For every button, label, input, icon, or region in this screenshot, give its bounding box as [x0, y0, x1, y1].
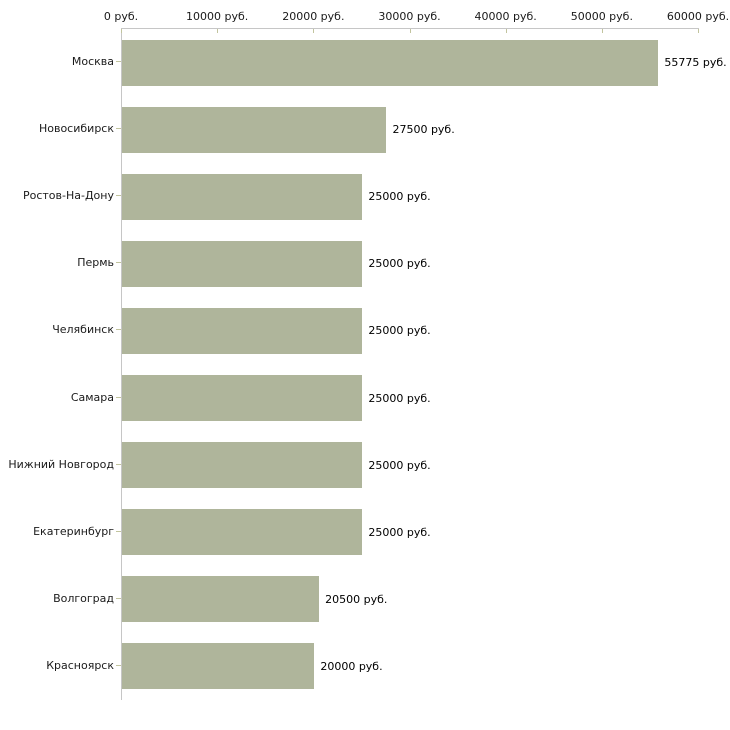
category-row: Москва	[0, 28, 121, 95]
y-axis-tick-mark	[116, 597, 121, 599]
bar	[122, 576, 320, 623]
category-label: Самара	[70, 390, 114, 404]
x-axis-tick-label: 40000 руб.	[474, 10, 537, 23]
category-row: Самара	[0, 363, 121, 430]
x-axis-tick-mark	[121, 29, 122, 33]
value-label: 25000 руб.	[368, 391, 431, 405]
value-label: 20000 руб.	[320, 659, 383, 673]
x-axis-tick-mark	[313, 29, 315, 33]
x-axis-tick-label: 10000 руб.	[186, 10, 249, 23]
value-label: 25000 руб.	[368, 257, 431, 271]
bar	[122, 240, 363, 287]
category-label: Новосибирск	[38, 122, 114, 136]
category-row: Челябинск	[0, 296, 121, 363]
y-axis-tick-mark	[116, 463, 121, 465]
bar-row: 55775 руб.	[122, 29, 727, 96]
bar	[122, 509, 363, 556]
bar	[122, 307, 363, 354]
y-axis-tick-mark	[116, 61, 121, 63]
x-axis-tick-mark	[505, 29, 507, 33]
x-axis-tick-mark	[698, 29, 699, 33]
category-row: Красноярск	[0, 632, 121, 699]
bar	[122, 643, 315, 690]
category-row: Екатеринбург	[0, 498, 121, 565]
bar	[122, 173, 363, 220]
x-axis-tick-label: 60000 руб.	[666, 10, 730, 23]
value-label: 20500 руб.	[325, 592, 388, 606]
value-label: 25000 руб.	[368, 525, 431, 539]
bar-row: 25000 руб.	[122, 432, 699, 499]
y-axis: Москва Новосибирск Ростов-На-Дону Пермь Челя…	[0, 28, 121, 699]
bar	[122, 442, 363, 489]
y-axis-tick-mark	[116, 530, 121, 532]
x-axis-tick-label: 20000 руб.	[282, 10, 345, 23]
bar-row: 25000 руб.	[122, 297, 699, 364]
category-label: Пермь	[77, 256, 114, 270]
value-label: 25000 руб.	[368, 458, 431, 472]
x-axis-tick-label: 50000 руб.	[570, 10, 633, 23]
x-axis-tick-label: 30000 руб.	[378, 10, 441, 23]
plot-area: 55775 руб. 27500 руб. 25000 руб. 25000 руб.…	[121, 28, 727, 700]
category-label: Ростов-На-Дону	[22, 189, 114, 203]
bar-row: 27500 руб.	[122, 96, 699, 163]
category-row: Волгоград	[0, 565, 121, 632]
x-axis-tick-mark	[217, 29, 219, 33]
bar-row: 25000 руб.	[122, 364, 699, 431]
y-axis-tick-mark	[116, 262, 121, 264]
category-row: Нижний Новгород	[0, 431, 121, 498]
bar-row: 20000 руб.	[122, 633, 699, 700]
category-label: Екатеринбург	[33, 524, 114, 538]
bar-row: 20500 руб.	[122, 566, 699, 633]
bar	[122, 106, 387, 153]
bar-row: 25000 руб.	[122, 163, 699, 230]
category-row: Пермь	[0, 229, 121, 296]
bar-row: 25000 руб.	[122, 230, 699, 297]
category-label: Москва	[71, 55, 114, 69]
y-axis-tick-mark	[116, 396, 121, 398]
bar-row: 25000 руб.	[122, 499, 699, 566]
category-label: Волгоград	[53, 591, 114, 605]
value-label: 25000 руб.	[368, 324, 431, 338]
category-row: Новосибирск	[0, 95, 121, 162]
category-row: Ростов-На-Дону	[0, 162, 121, 229]
y-axis-tick-mark	[116, 128, 121, 130]
value-label: 55775 руб.	[664, 56, 727, 70]
value-label: 27500 руб.	[392, 123, 455, 137]
x-axis-tick-label: 0 руб.	[103, 10, 139, 23]
value-label: 25000 руб.	[368, 190, 431, 204]
category-label: Челябинск	[52, 323, 114, 337]
y-axis-tick-mark	[116, 195, 121, 197]
x-axis-tick-mark	[409, 29, 411, 33]
category-label: Красноярск	[46, 658, 114, 672]
category-label: Нижний Новгород	[8, 457, 114, 471]
y-axis-tick-mark	[116, 664, 121, 666]
x-axis-tick-mark	[601, 29, 603, 33]
bar	[122, 375, 363, 422]
y-axis-tick-mark	[116, 329, 121, 331]
x-axis: 0 руб. 10000 руб. 20000 руб. 30000 руб. 4000…	[104, 6, 729, 26]
bar	[122, 39, 659, 86]
